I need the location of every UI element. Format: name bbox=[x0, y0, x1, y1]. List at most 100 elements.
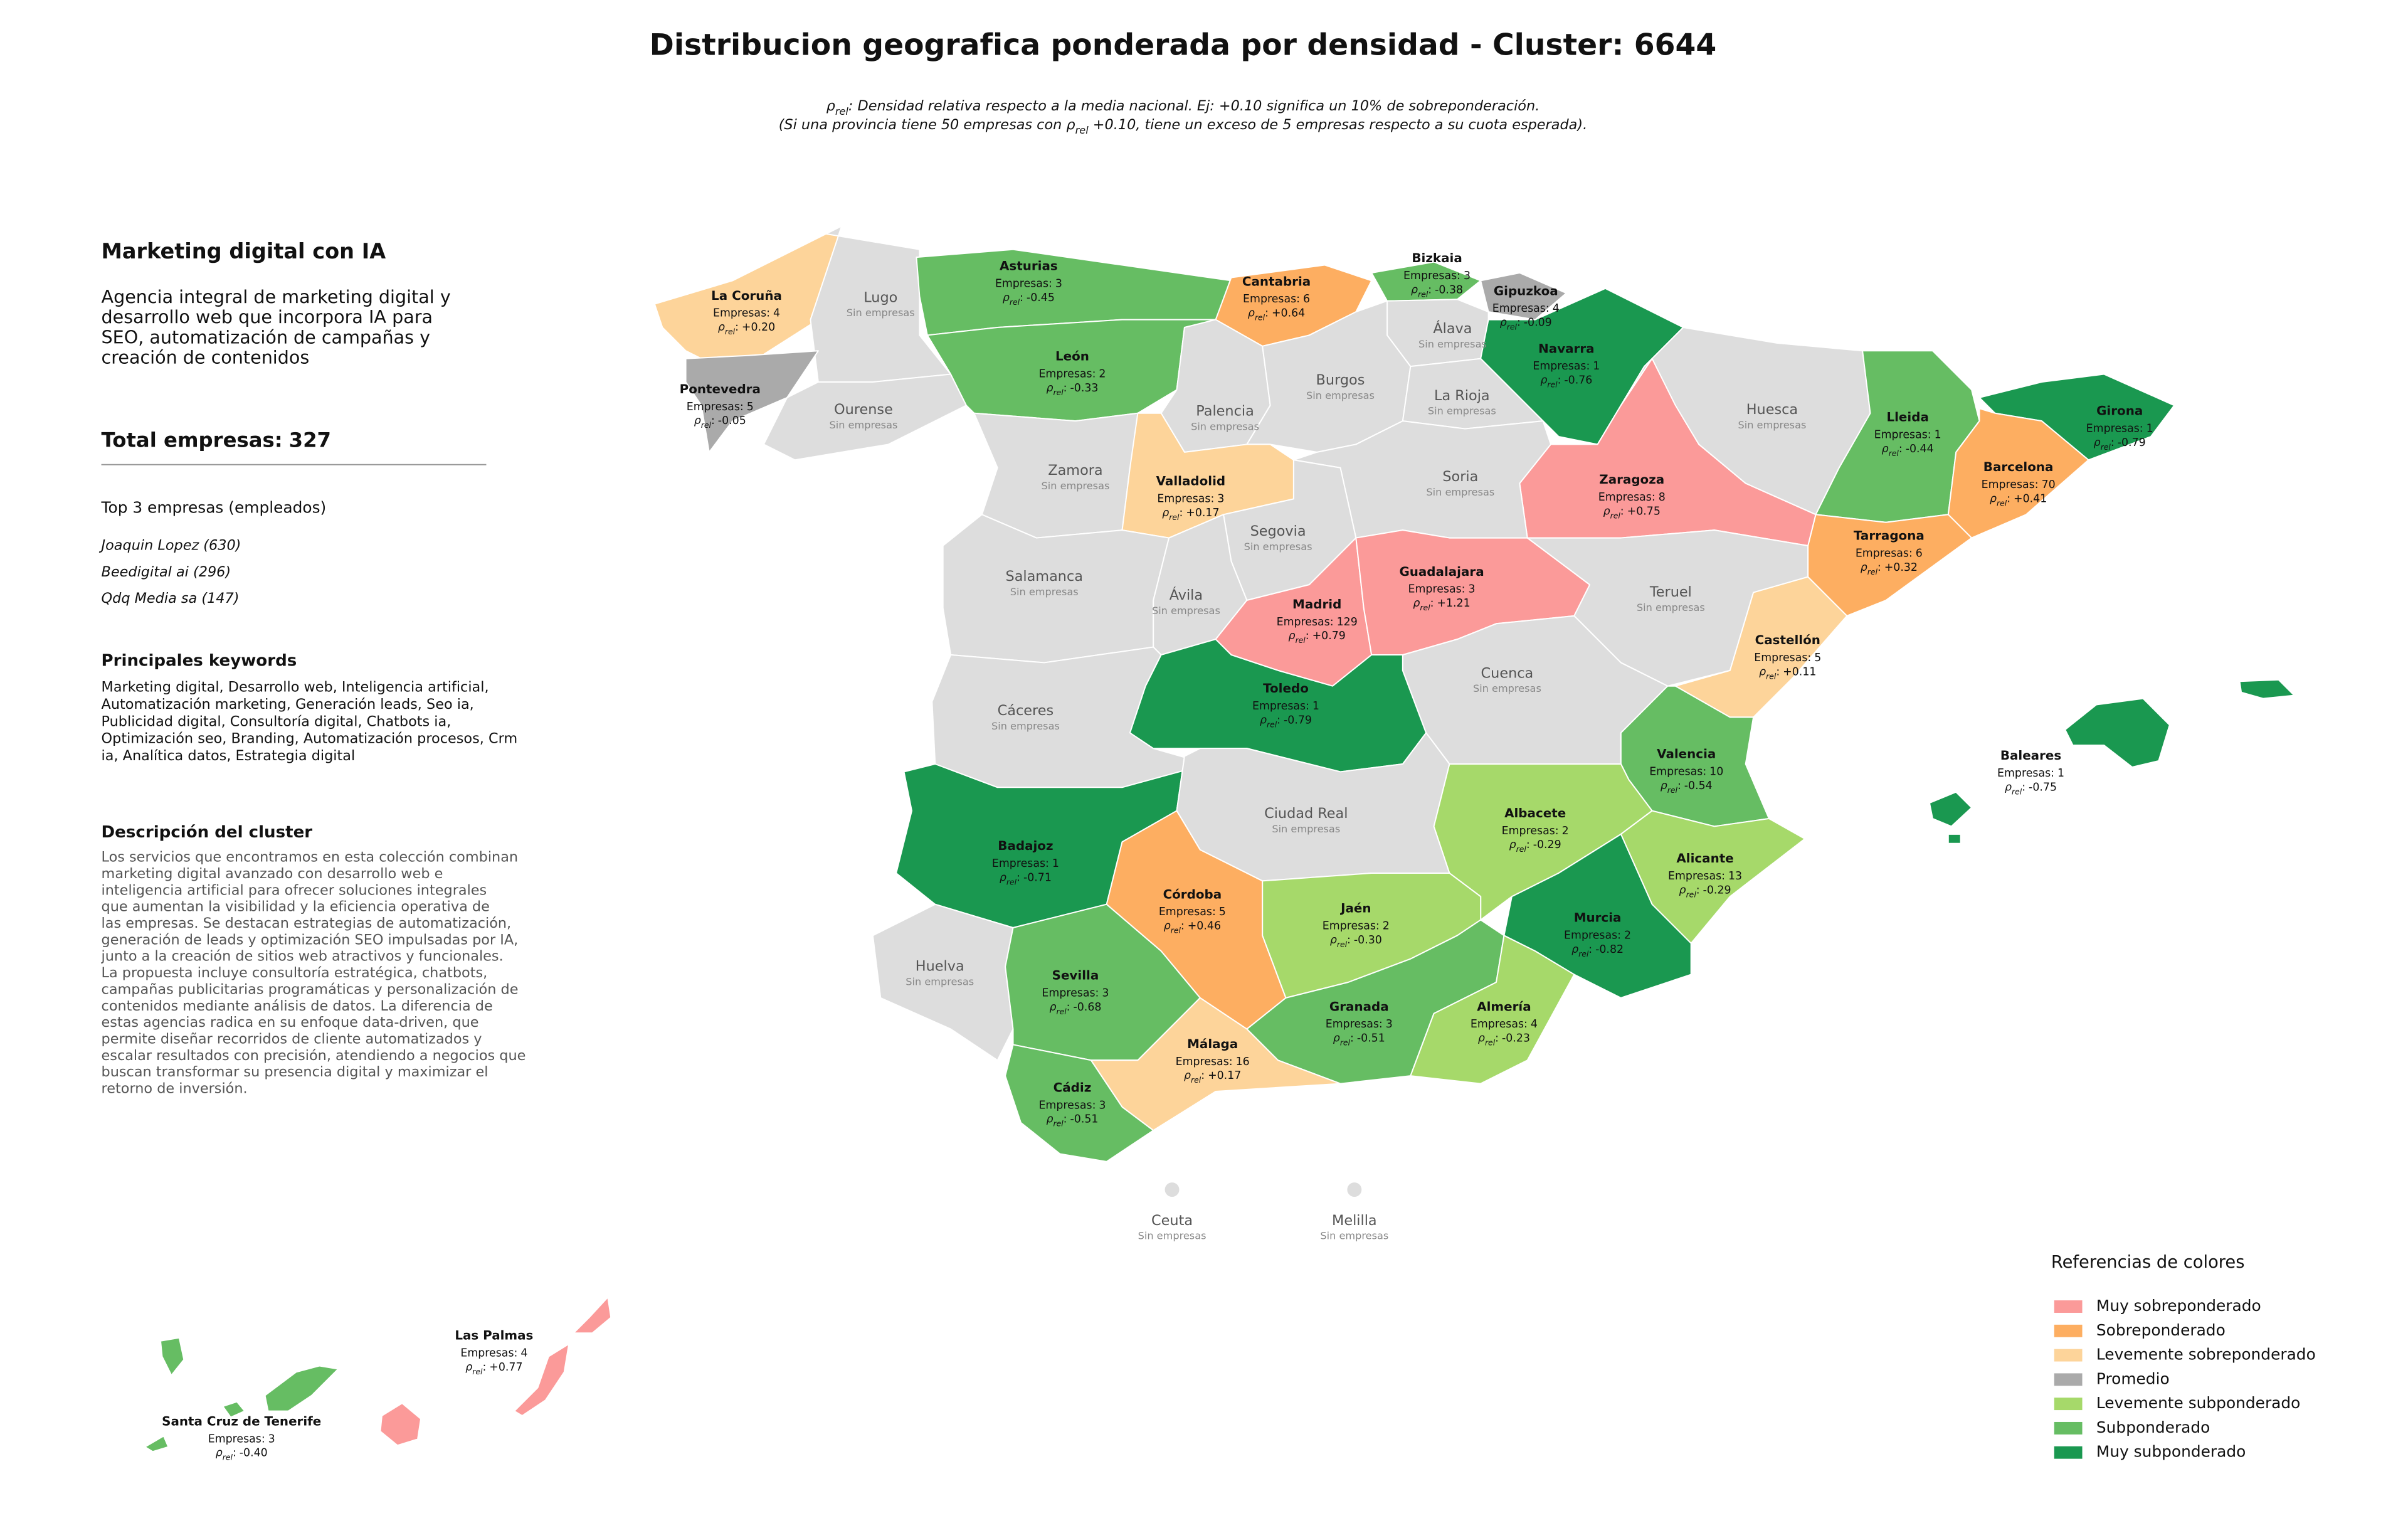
legend: Referencias de colores Muy sobreponderad… bbox=[2051, 1253, 2316, 1461]
companies-count: Empresas: 3 bbox=[1042, 987, 1109, 999]
no-companies: Sin empresas bbox=[906, 975, 974, 987]
rho-subscript: rel bbox=[725, 327, 736, 336]
province-name: Castellón bbox=[1755, 633, 1820, 647]
top-company: Beedigital ai (296) bbox=[102, 564, 231, 580]
rho-symbol: ρ bbox=[1248, 307, 1255, 320]
top-company: Qdq Media sa (147) bbox=[102, 590, 240, 607]
companies-value: 2 bbox=[1562, 825, 1569, 837]
companies-label: Empresas: bbox=[992, 857, 1049, 870]
legend-swatch bbox=[2054, 1300, 2083, 1313]
rho-separator: : bbox=[1495, 1032, 1499, 1044]
rho-symbol: ρ bbox=[1164, 920, 1171, 933]
no-companies: Sin empresas bbox=[1738, 419, 1806, 431]
rho-subscript: rel bbox=[1337, 940, 1348, 949]
companies-count: Empresas: 1 bbox=[1252, 700, 1319, 713]
province-name: Melilla bbox=[1332, 1212, 1377, 1229]
rho-value: -0.44 bbox=[1906, 443, 1934, 455]
rho-symbol: ρ bbox=[1413, 597, 1420, 610]
companies-label: Empresas: bbox=[1982, 479, 2039, 491]
rho-subscript: rel bbox=[223, 1453, 233, 1462]
companies-label: Empresas: bbox=[1042, 987, 1099, 999]
no-companies: Sin empresas bbox=[1244, 541, 1312, 553]
rho-value: -0.82 bbox=[1595, 943, 1624, 956]
subtitle-text: : Densidad relativa respecto a la media … bbox=[848, 98, 1539, 114]
rho-symbol: ρ bbox=[1333, 1032, 1340, 1044]
province-name: Cuenca bbox=[1481, 665, 1534, 681]
rho-value: -0.05 bbox=[718, 415, 746, 427]
companies-count: Empresas: 10 bbox=[1649, 765, 1723, 778]
rho-value: +1.21 bbox=[1437, 597, 1470, 610]
summary-line: desarrollo web que incorpora IA para bbox=[102, 306, 433, 327]
province-name: Asturias bbox=[1000, 259, 1058, 273]
companies-label: Empresas: bbox=[1471, 1018, 1528, 1031]
no-companies: Sin empresas bbox=[1418, 338, 1487, 350]
province-name: Girona bbox=[2096, 404, 2143, 418]
rho-value: -0.79 bbox=[2118, 437, 2146, 449]
province bbox=[1947, 408, 2089, 539]
companies-count: Empresas: 4 bbox=[1471, 1018, 1538, 1031]
rho-symbol: ρ bbox=[694, 415, 701, 427]
rho-separator: : bbox=[1430, 597, 1434, 610]
rho-label: ρrel: -0.82 bbox=[1571, 943, 1624, 958]
province-name: Soria bbox=[1442, 469, 1478, 485]
companies-label: Empresas: bbox=[1997, 767, 2054, 780]
rho-label: ρrel: -0.05 bbox=[694, 415, 746, 430]
province-name: Sevilla bbox=[1052, 968, 1099, 983]
legend-swatch bbox=[2054, 1421, 2083, 1435]
companies-count: Empresas: 70 bbox=[1982, 479, 2056, 491]
province-name: Ceuta bbox=[1151, 1212, 1193, 1229]
panel-heading: Marketing digital con IA bbox=[102, 239, 386, 263]
rho-subscript: rel bbox=[1867, 567, 1878, 576]
rho-value: -0.40 bbox=[240, 1447, 268, 1460]
companies-label: Empresas: bbox=[1176, 1056, 1233, 1068]
rho-symbol: ρ bbox=[2094, 437, 2101, 449]
rho-separator: : bbox=[1265, 307, 1269, 320]
province-name: Bizkaia bbox=[1412, 251, 1462, 265]
no-companies: Sin empresas bbox=[829, 419, 897, 431]
rho-separator: : bbox=[1428, 284, 1432, 296]
no-companies: Sin empresas bbox=[1306, 390, 1375, 401]
province-name: Palencia bbox=[1196, 403, 1254, 420]
companies-label: Empresas: bbox=[687, 401, 744, 413]
rho-label: ρrel: +0.41 bbox=[1990, 492, 2047, 507]
companies-value: 3 bbox=[1217, 492, 1224, 505]
rho-separator: : bbox=[1067, 1001, 1070, 1014]
province-name: Teruel bbox=[1649, 584, 1692, 600]
rho-symbol: ρ bbox=[1509, 839, 1516, 851]
rho-separator: : bbox=[1020, 292, 1023, 304]
companies-count: Empresas: 3 bbox=[995, 277, 1062, 290]
companies-label: Empresas: bbox=[1754, 652, 1811, 664]
rho-symbol: ρ bbox=[1571, 943, 1578, 956]
province-name: Gipuzkoa bbox=[1494, 284, 1558, 298]
rho-label: ρrel: +0.17 bbox=[1184, 1069, 1241, 1085]
rho-separator: : bbox=[1064, 1113, 1067, 1126]
rho-value: -0.76 bbox=[1564, 374, 1592, 387]
province-name: Valencia bbox=[1657, 747, 1716, 761]
companies-count: Empresas: 16 bbox=[1176, 1056, 1250, 1068]
description-line: escalar resultados con precisión, atendi… bbox=[102, 1048, 526, 1064]
rho-subscript: rel bbox=[1075, 124, 1089, 136]
companies-count: Empresas: 1 bbox=[1874, 429, 1941, 442]
province-name: Granada bbox=[1329, 999, 1389, 1014]
rho-subscript: rel bbox=[1610, 511, 1621, 520]
province bbox=[1371, 261, 1482, 302]
rho-subscript: rel bbox=[1006, 877, 1017, 886]
rho-subscript: rel bbox=[1889, 448, 1899, 458]
province bbox=[1005, 1044, 1154, 1162]
rho-label: ρrel: -0.54 bbox=[1661, 780, 1713, 795]
rho-subscript: rel bbox=[1267, 719, 1277, 729]
companies-label: Empresas: bbox=[1492, 302, 1550, 315]
no-companies: Sin empresas bbox=[847, 307, 915, 319]
companies-count: Empresas: 3 bbox=[1038, 1099, 1106, 1112]
companies-count: Empresas: 13 bbox=[1668, 870, 1742, 883]
province-name: Lleida bbox=[1886, 410, 1928, 425]
rho-subscript: rel bbox=[1255, 313, 1265, 322]
rho-label: ρrel: +0.77 bbox=[465, 1361, 522, 1376]
rho-value: -0.45 bbox=[1027, 292, 1055, 304]
rho-symbol: ρ bbox=[1184, 1069, 1191, 1082]
companies-value: 4 bbox=[773, 307, 780, 320]
province-name: Albacete bbox=[1504, 806, 1566, 820]
province-name: Navarra bbox=[1538, 341, 1594, 356]
rho-subscript: rel bbox=[1010, 297, 1020, 307]
